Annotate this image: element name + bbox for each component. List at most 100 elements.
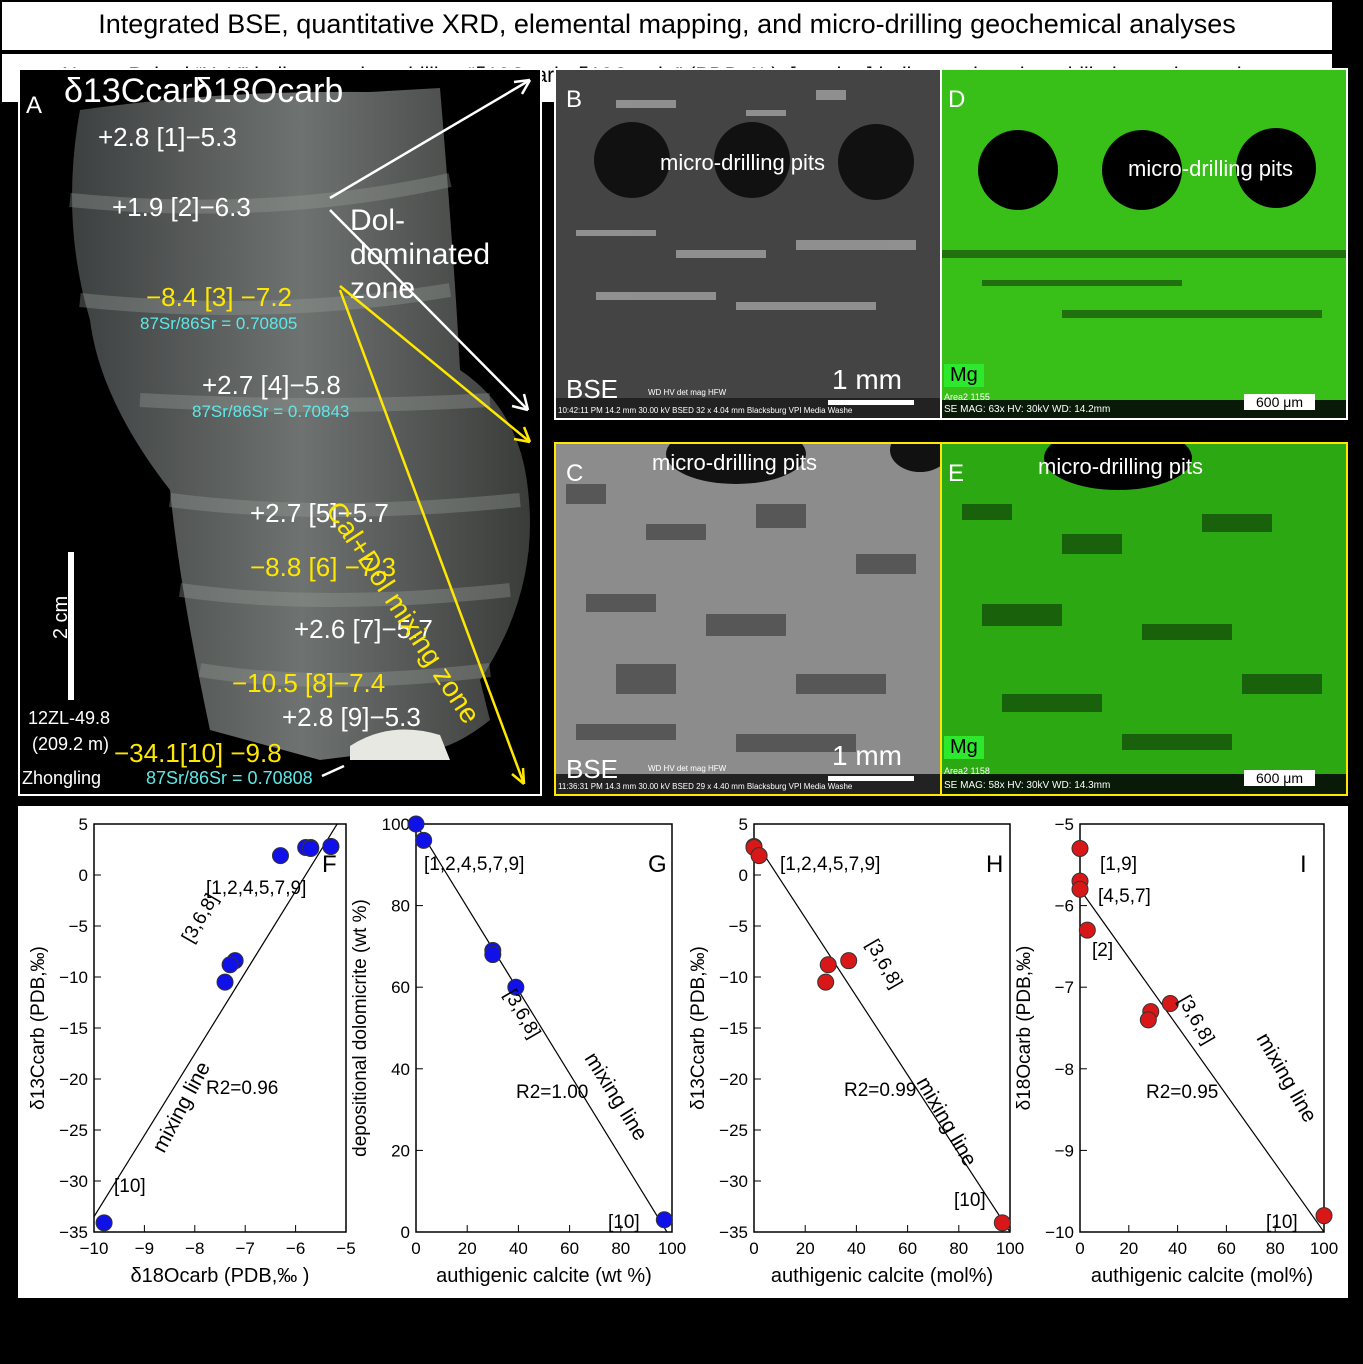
point-annotation: [3,6,8] (500, 986, 545, 1042)
r-squared-label: R2=0.99 (844, 1080, 916, 1101)
y-tick-label: 20 (391, 1141, 410, 1160)
x-tick-label: 80 (611, 1239, 630, 1258)
point-annotation: [10] (954, 1190, 986, 1211)
panel-e-element: Mg (944, 736, 984, 759)
y-tick-label: −20 (719, 1070, 748, 1089)
mixing-line (754, 838, 1010, 1232)
plot-frame (753, 823, 1011, 1233)
x-tick-label: 0 (1075, 1239, 1084, 1258)
y-tick-label: −9 (1055, 1141, 1074, 1160)
mixing-line (1080, 888, 1324, 1232)
point-annotation: [3,6,8] (1174, 992, 1219, 1048)
x-tick-label: −7 (236, 1239, 255, 1258)
y-axis-label: δ13Ccarb (PDB,‰) (688, 946, 709, 1110)
data-point (817, 973, 835, 991)
panel-e-meta: SE MAG: 58x HV: 30kV WD: 14.3mm (944, 780, 1111, 791)
panel-d-meta: SE MAG: 63x HV: 30kV WD: 14.2mm (944, 404, 1111, 415)
data-point (1078, 921, 1096, 939)
point-annotation: [2] (1092, 940, 1113, 961)
x-tick-label: 0 (749, 1239, 758, 1258)
arrowhead (513, 78, 532, 95)
mixing-line-label: mixing line (580, 1048, 652, 1144)
x-tick-label: 100 (658, 1239, 686, 1258)
panel-a-letter: A (26, 92, 43, 119)
sample-id: 12ZL-49.8 (28, 708, 111, 728)
mixing-line-label: mixing line (1252, 1029, 1322, 1126)
header-d18o: δ18Ocarb (194, 72, 344, 110)
charts-svg: −10 −9 −8 −7 −6 −5 5 0 −5 −10 −15 −20 −25 −30 −35 F [1,2… (28, 815, 1338, 1287)
y-tick-label: 40 (391, 1060, 410, 1079)
r-squared-label: R2=0.96 (206, 1078, 278, 1099)
sample-6-values: −8.8 [6] −7.3 (250, 552, 397, 582)
y-tick-label: −30 (719, 1172, 748, 1191)
y-tick-label: −8 (1055, 1060, 1074, 1079)
y-tick-label: −20 (59, 1070, 88, 1089)
panel-d-letter: D (948, 86, 966, 113)
r-squared-label: R2=1.00 (516, 1082, 588, 1103)
point-annotation: [1,2,4,5,7,9] (424, 854, 524, 875)
data-point (302, 839, 320, 857)
sr-ratio-2: 87Sr/86Sr = 0.70843 (192, 402, 350, 421)
sr-ratio-1: 87Sr/86Sr = 0.70805 (140, 314, 298, 333)
x-tick-label: 40 (1168, 1239, 1187, 1258)
x-tick-label: 20 (458, 1239, 477, 1258)
x-tick-label: 40 (509, 1239, 528, 1258)
panel-b-letter: B (566, 86, 583, 113)
y-tick-label: 5 (79, 815, 88, 834)
y-tick-label: −35 (719, 1223, 748, 1242)
sample-8-values: −10.5 [8]−7.4 (232, 668, 386, 698)
y-tick-label: 5 (739, 815, 748, 834)
point-annotation: [1,2,4,5,7,9] (206, 878, 306, 899)
panel-c-mode: BSE (566, 754, 619, 784)
x-tick-label: −8 (185, 1239, 204, 1258)
x-axis-label: authigenic calcite (mol%) (1091, 1265, 1313, 1287)
panel-c-bse: C micro-drilling pits BSE 1 mm WD HV det… (554, 442, 942, 796)
chart-f: −10 −9 −8 −7 −6 −5 5 0 −5 −10 −15 −20 −25 −30 −35 F [1,2… (28, 815, 356, 1287)
figure-title: Integrated BSE, quantitative XRD, elemen… (98, 9, 1236, 39)
arrow-to-b-top (329, 78, 531, 200)
data-point (655, 1211, 673, 1229)
sample-4-values: +2.7 [4]−5.8 (202, 370, 341, 400)
bse-image-c (556, 444, 940, 794)
y-tick-label: −6 (1055, 897, 1074, 916)
x-tick-label: −9 (135, 1239, 154, 1258)
y-tick-label: −10 (719, 968, 748, 987)
sample-1-values: +2.8 [1]−5.3 (98, 122, 237, 152)
sample-depth: (209.2 m) (32, 734, 110, 754)
panel-c-pits-label: micro-drilling pits (652, 450, 818, 475)
arrowhead (511, 393, 530, 412)
y-tick-label: −25 (59, 1121, 88, 1140)
panel-e-pits-label: micro-drilling pits (1038, 454, 1204, 479)
bse-image-b (556, 70, 940, 418)
panel-e-area: Area2 1158 (944, 766, 990, 776)
mixing-line-label: mixing line (912, 1073, 982, 1170)
panel-c-scale-bar (828, 776, 914, 781)
panel-c-letter: C (566, 460, 584, 487)
y-axis-label: δ18Ocarb (PDB,‰) (1014, 946, 1035, 1111)
panel-b-scale-label: 1 mm (832, 364, 902, 395)
y-tick-label: 100 (382, 815, 410, 834)
panel-e-letter: E (948, 460, 965, 487)
point-annotation: [1,2,4,5,7,9] (780, 854, 880, 875)
arrow-to-c-bottom (338, 289, 526, 785)
point-annotation: [10] (114, 1176, 146, 1197)
x-axis-label: δ18Ocarb (PDB,‰ ) (131, 1265, 310, 1287)
x-tick-label: 40 (847, 1239, 866, 1258)
point-annotation: [4,5,7] (1098, 886, 1151, 907)
x-tick-label: 20 (796, 1239, 815, 1258)
sample-5-values: +2.7 [5]−5.7 (250, 498, 389, 528)
panel-a-rock-slab: A δ13Ccarb δ18Ocarb +2.8 [1]−5.3 +1.9 [2… (18, 68, 542, 796)
data-point (1071, 880, 1089, 898)
y-tick-label: −30 (59, 1172, 88, 1191)
point-annotation: [10] (608, 1212, 640, 1233)
data-point (750, 847, 768, 865)
arrowhead (513, 426, 532, 444)
data-point (1315, 1207, 1333, 1225)
mixing-line-label: mixing line (148, 1058, 215, 1156)
data-point (216, 973, 234, 991)
arrowhead (511, 767, 526, 785)
charts-panel: −10 −9 −8 −7 −6 −5 5 0 −5 −10 −15 −20 −25 −30 −35 F [1,2… (18, 806, 1348, 1298)
panel-letter: I (1300, 851, 1307, 878)
sample-location: Zhongling (22, 768, 102, 788)
panel-d-mg-map: D micro-drilling pits Mg Area2 1155 SE M… (940, 68, 1348, 420)
